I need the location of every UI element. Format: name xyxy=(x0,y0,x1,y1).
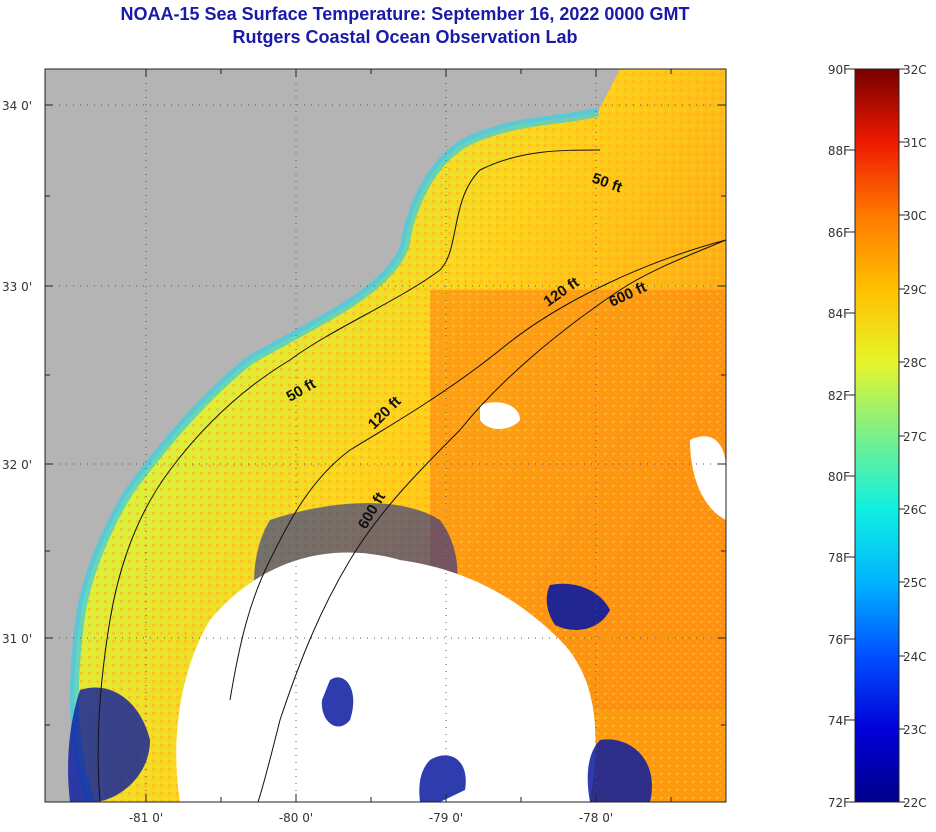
map-frame xyxy=(44,68,727,803)
cool-patch-2 xyxy=(68,687,150,802)
lon-label-81: -81 0' xyxy=(129,811,163,825)
colorbar-c-26: 26C xyxy=(903,503,927,517)
colorbar-c-24: 24C xyxy=(903,650,927,664)
lat-label-32: 32 0' xyxy=(2,458,32,472)
colorbar-c-27: 27C xyxy=(903,430,927,444)
colorbar-f-74: 74F xyxy=(828,714,850,728)
map-title: NOAA-15 Sea Surface Temperature: Septemb… xyxy=(120,4,690,24)
lat-label-33: 33 0' xyxy=(2,280,32,294)
colorbar-f-86: 86F xyxy=(828,226,850,240)
colorbar-f-76: 76F xyxy=(828,633,850,647)
lon-label-80: -80 0' xyxy=(279,811,313,825)
colorbar-f-84: 84F xyxy=(828,307,850,321)
cool-patch-3 xyxy=(546,583,610,630)
lon-label-79: -79 0' xyxy=(429,811,463,825)
colorbar-c-25: 25C xyxy=(903,576,927,590)
map-subtitle: Rutgers Coastal Ocean Observation Lab xyxy=(232,27,578,47)
colorbar-c-28: 28C xyxy=(903,356,927,370)
lat-label-34: 34 0' xyxy=(2,99,32,113)
colorbar-f-78: 78F xyxy=(828,551,850,565)
isobath-50ft xyxy=(97,149,601,802)
graticule xyxy=(45,69,726,802)
cloud-mask-large xyxy=(176,552,596,802)
axis-ticks xyxy=(45,69,726,802)
cloud-mask-small xyxy=(690,436,726,520)
colorbar-f-88: 88F xyxy=(828,144,850,158)
colorbar-c-30: 30C xyxy=(903,209,927,223)
nearshore-cool-band xyxy=(69,107,600,802)
colorbar-f-72: 72F xyxy=(828,796,850,810)
colorbar-c-22: 22C xyxy=(903,796,927,810)
colorbar-c-23: 23C xyxy=(903,723,927,737)
cloud-mask-tiny xyxy=(480,402,520,429)
colorbar-f-82: 82F xyxy=(828,389,850,403)
sst-raster xyxy=(45,69,726,802)
colorbar-c-29: 29C xyxy=(903,283,927,297)
colorbar-ticks xyxy=(849,68,905,803)
lat-label-31: 31 0' xyxy=(2,632,32,646)
colorbar-c-31: 31C xyxy=(903,136,927,150)
isobath-600ft xyxy=(257,239,726,802)
land-mass xyxy=(45,69,620,802)
colorbar-c-32: 32C xyxy=(903,63,927,77)
isobath-120ft xyxy=(229,239,726,701)
colorbar-f-80: 80F xyxy=(828,470,850,484)
colorbar-f-90: 90F xyxy=(828,63,850,77)
colorbar xyxy=(854,68,900,803)
lon-label-78: -78 0' xyxy=(579,811,613,825)
